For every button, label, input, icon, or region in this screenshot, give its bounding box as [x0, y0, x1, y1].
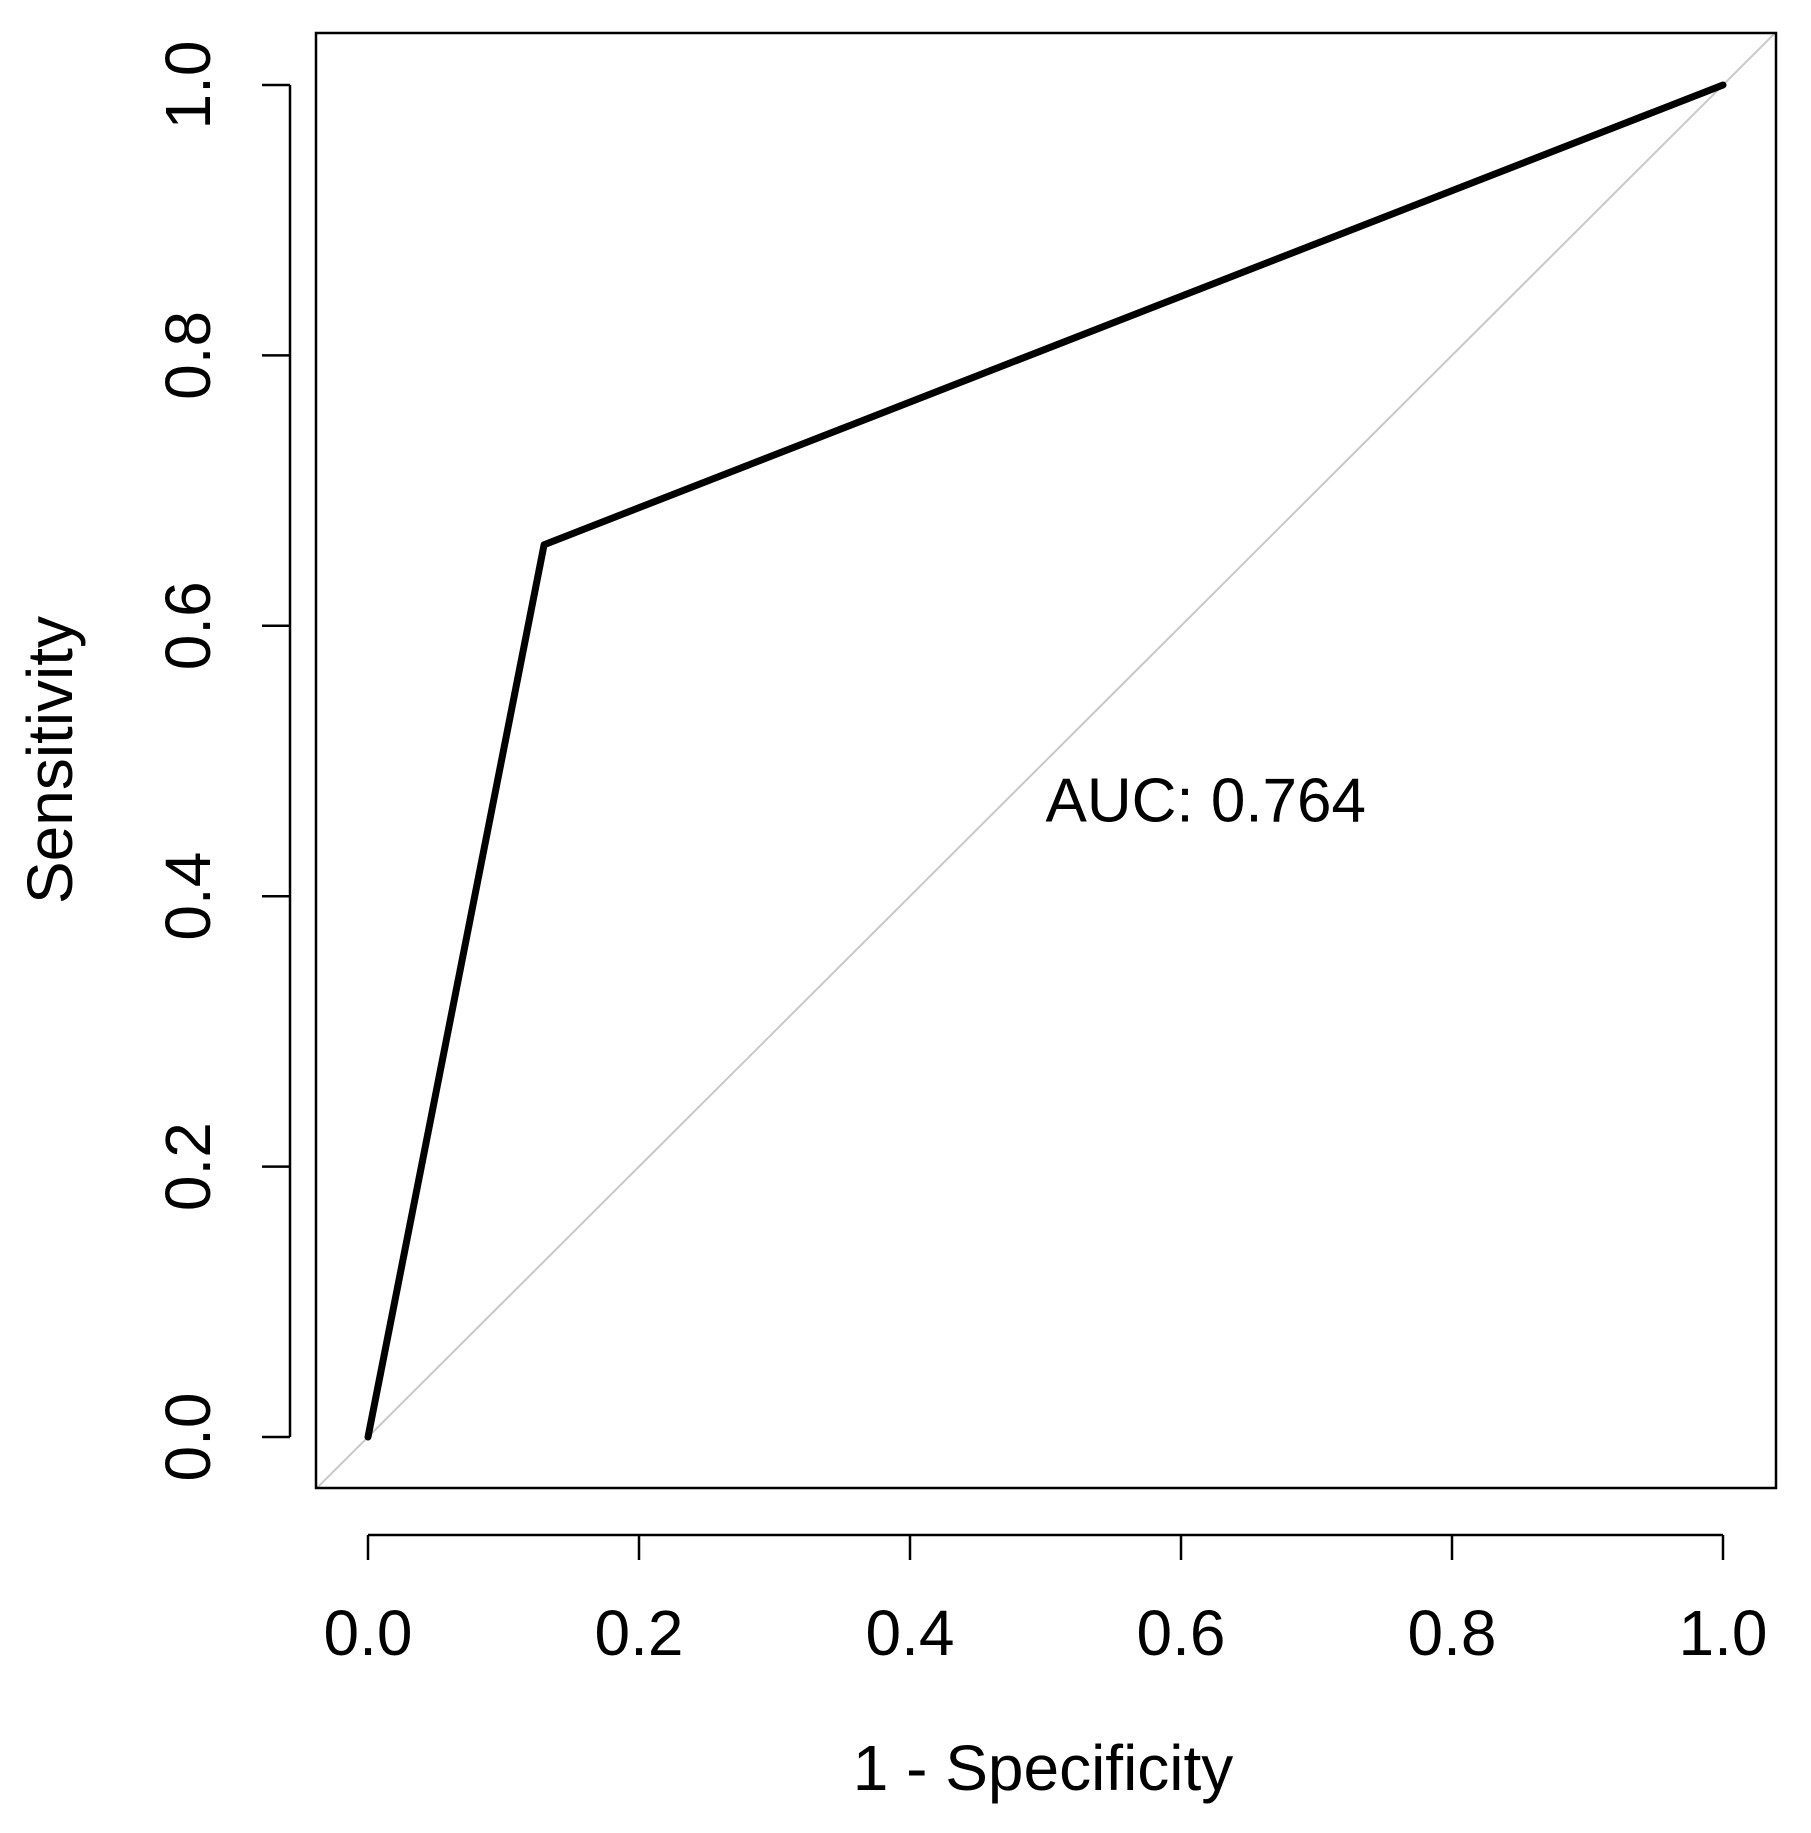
y-tick-label: 1.0	[152, 41, 224, 130]
plot-frame	[314, 31, 1778, 1490]
y-tick-label: 0.2	[152, 1122, 224, 1211]
x-tick-label: 0.8	[1408, 1597, 1497, 1669]
x-tick-label: 0.6	[1137, 1597, 1226, 1669]
x-tick-label: 0.0	[324, 1597, 413, 1669]
x-tick-label: 0.2	[595, 1597, 684, 1669]
y-tick-label: 0.8	[152, 311, 224, 400]
x-tick-label: 1.0	[1679, 1597, 1768, 1669]
x-tick-label: 0.4	[866, 1597, 955, 1669]
y-axis-title: Sensitivity	[14, 616, 86, 904]
auc-annotation: AUC: 0.764	[1046, 767, 1367, 836]
y-tick-label: 0.4	[152, 852, 224, 941]
plot-area: AUC: 0.764	[316, 33, 1776, 1488]
axes: 0.0 0.2 0.4 0.6 0.8 1.0 0.0 0.2 0.4 0.6 0.8 1.0	[152, 41, 1767, 1669]
x-axis-title: 1 - Specificity	[853, 1732, 1234, 1804]
y-tick-label: 0.6	[152, 581, 224, 670]
reference-diagonal-line	[316, 33, 1776, 1488]
y-tick-label: 0.0	[152, 1393, 224, 1482]
roc-curve-line	[364, 81, 1727, 1441]
